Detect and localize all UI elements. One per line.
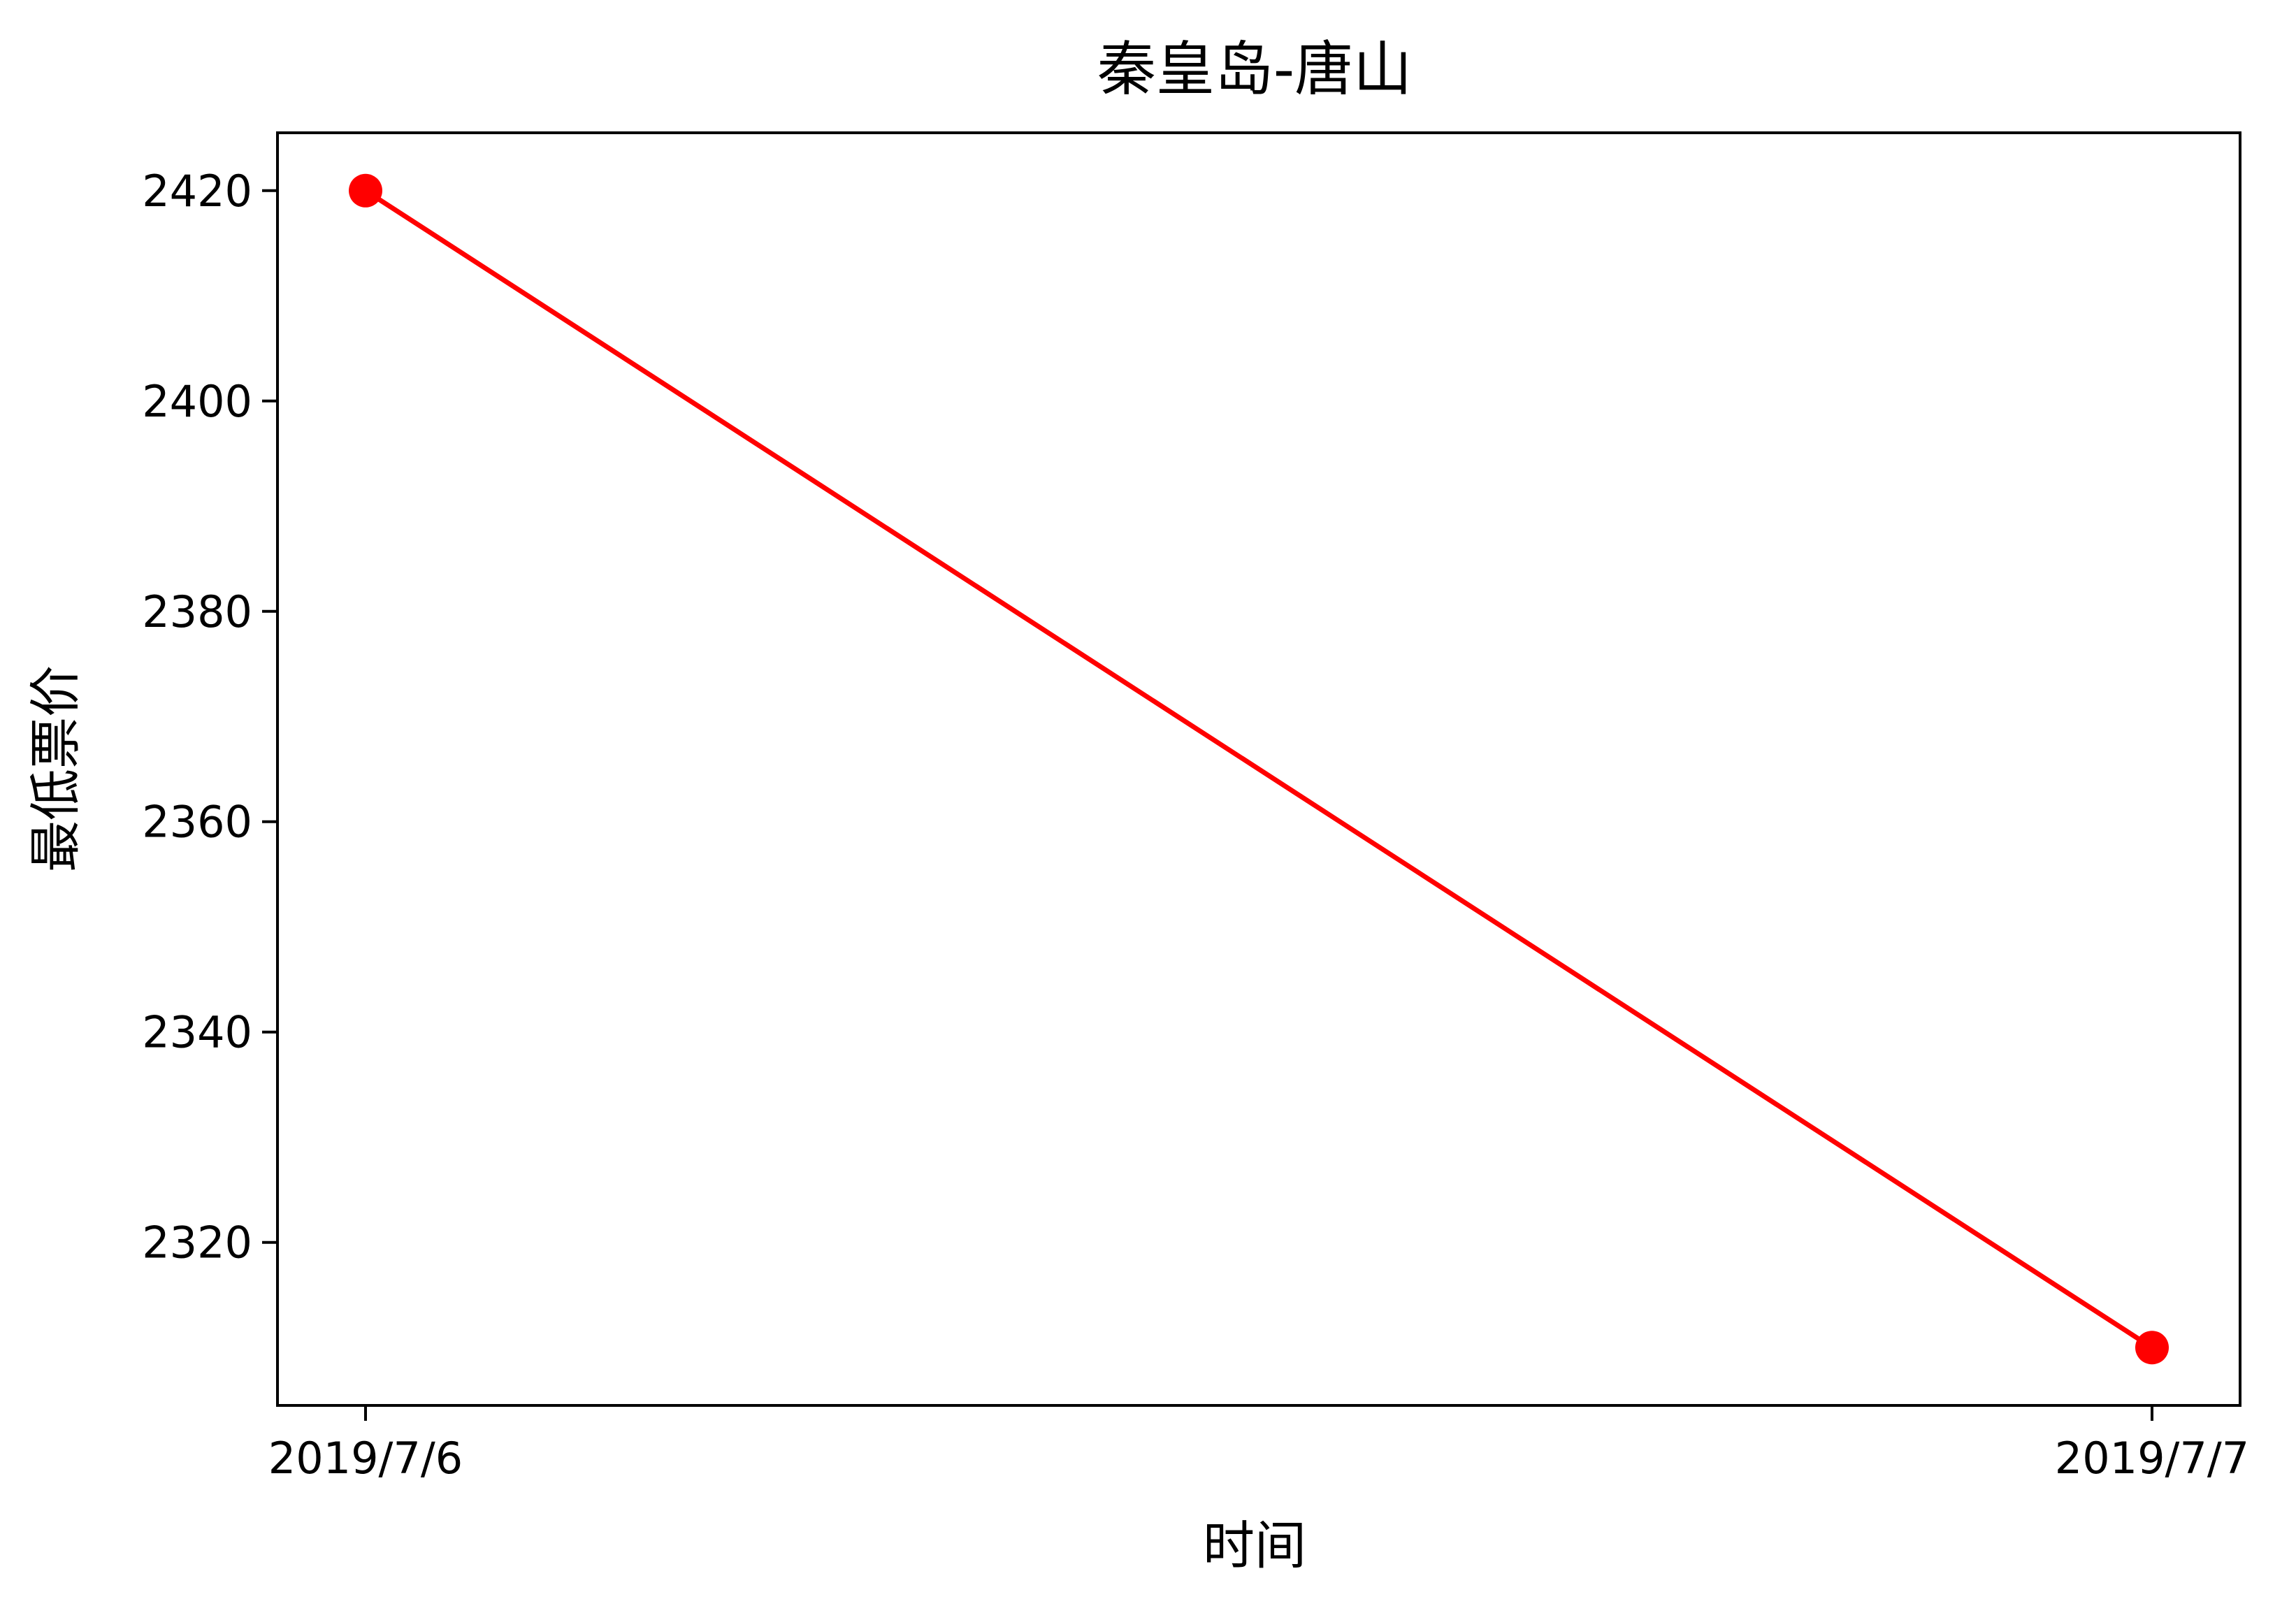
y-tick-label: 2340 <box>142 1007 252 1058</box>
data-point-2019-7-7 <box>2135 1331 2169 1365</box>
y-tick-label: 2360 <box>142 797 252 848</box>
x-tick-label: 2019/7/7 <box>2055 1433 2249 1484</box>
series-line <box>363 188 2155 1350</box>
y-axis-ticks: 2320 2340 2360 2380 2400 2420 <box>142 166 277 1268</box>
y-axis-label: 最低票价 <box>26 665 86 872</box>
y-tick-label: 2400 <box>142 376 252 427</box>
y-tick-label: 2380 <box>142 586 252 637</box>
x-tick-label: 2019/7/6 <box>268 1433 463 1484</box>
y-tick-label: 2420 <box>142 166 252 217</box>
plot-frame <box>276 131 2241 1407</box>
x-axis-label: 时间 <box>1203 1516 1306 1576</box>
chart-title: 秦皇岛-唐山 <box>1097 35 1412 103</box>
data-point-2019-7-6 <box>349 173 382 208</box>
y-tick-label: 2320 <box>142 1217 252 1268</box>
x-axis-ticks: 2019/7/6 2019/7/7 <box>268 1405 2249 1484</box>
series-layer <box>349 173 2169 1365</box>
